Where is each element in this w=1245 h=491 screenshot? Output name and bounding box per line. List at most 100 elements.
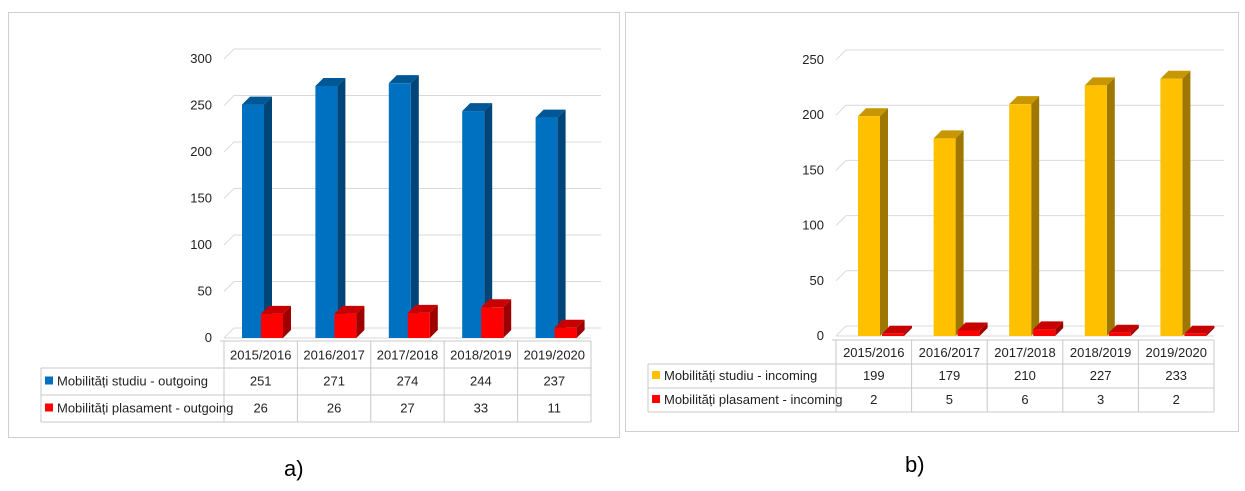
a-bar-top — [407, 304, 438, 313]
b-bar-top — [882, 325, 912, 334]
b-bar-front — [1009, 104, 1032, 336]
b-bar-top — [858, 108, 888, 117]
b-bar-front — [1084, 85, 1107, 336]
a-bar-studiu — [315, 77, 346, 338]
b-gridline-diag — [835, 270, 847, 282]
b-data-label: 5 — [946, 392, 953, 407]
chart-a: 0 50 100 150 200 250 300 2015/2016 2016/2017 2017… — [40, 48, 601, 423]
b-legend-key — [652, 395, 660, 403]
b-bar-top — [1009, 96, 1040, 105]
a-bar-top — [535, 109, 566, 118]
b-bar-top — [957, 322, 988, 331]
a-bar-top — [315, 77, 346, 86]
a-bar-top — [242, 96, 272, 105]
a-bar-plasament — [481, 299, 512, 338]
b-bar-side — [1206, 325, 1215, 336]
a-legend-label: Mobilități studiu - outgoing — [57, 374, 208, 389]
b-gridline-diag — [835, 104, 847, 116]
b-bar-front — [1160, 78, 1183, 336]
a-data-label: 26 — [253, 401, 267, 416]
b-y-tick-label: 200 — [802, 107, 824, 122]
b-x-tick-label: 2016/2017 — [919, 345, 980, 360]
b-y-tick-label: 100 — [802, 218, 824, 233]
b-data-label: 6 — [1021, 392, 1028, 407]
a-bar-front — [535, 117, 558, 338]
a-bar-side — [264, 96, 272, 338]
a-x-tick-label: 2017/2018 — [377, 348, 438, 363]
b-legend-label: Mobilități plasament - incoming — [664, 392, 842, 407]
chart-panel-b: 0 50 100 150 200 250 2015/2016 2016/2017 2017/20… — [625, 12, 1239, 432]
a-bar-side — [484, 103, 493, 338]
a-bar-side — [283, 305, 291, 338]
b-gridline-diag — [835, 160, 847, 171]
b-legend-key — [652, 371, 660, 379]
a-data-label: 26 — [327, 401, 341, 416]
a-bar-side — [429, 304, 438, 338]
a-bar-studiu — [462, 103, 493, 338]
b-data-label: 227 — [1090, 368, 1112, 383]
a-data-label: 274 — [397, 374, 419, 389]
b-bar-front — [1033, 329, 1056, 336]
a-bar-side — [337, 77, 346, 338]
a-x-tick-label: 2015/2016 — [230, 348, 291, 363]
a-legend-key — [45, 376, 53, 385]
b-bar-studiu — [1009, 96, 1040, 336]
a-gridline-diag — [223, 141, 235, 153]
a-bar-side — [557, 109, 566, 338]
chart-panel-a: 0 50 100 150 200 250 300 2015/2016 2016/2017 2017… — [8, 12, 620, 438]
b-bar-studiu — [933, 130, 964, 336]
a-gridline-diag — [223, 95, 235, 106]
a-bar-plasament — [554, 319, 585, 338]
a-y-tick-label: 150 — [190, 191, 212, 206]
b-y-tick-label: 250 — [802, 52, 824, 67]
a-y-tick-label: 0 — [205, 330, 212, 345]
b-bar-top — [1184, 325, 1215, 334]
a-y-tick-label: 200 — [190, 144, 212, 159]
chart-b: 0 50 100 150 200 250 2015/2016 2016/2017 2017/20… — [647, 49, 1224, 413]
caption-b: b) — [905, 452, 925, 477]
a-bar-front — [242, 104, 264, 338]
a-data-label: 271 — [323, 374, 345, 389]
b-bar-top — [1084, 77, 1115, 86]
a-bar-front — [462, 111, 485, 338]
b-x-tick-label: 2015/2016 — [843, 345, 904, 360]
b-bar-plasament — [882, 325, 912, 336]
a-data-label: 33 — [474, 401, 488, 416]
a-bar-side — [356, 305, 365, 338]
b-bar-studiu — [1084, 77, 1115, 336]
a-legend-label: Mobilități plasament - outgoing — [57, 401, 233, 416]
b-bar-side — [1130, 324, 1139, 336]
a-bar-studiu — [242, 96, 272, 338]
a-bar-front — [407, 312, 430, 338]
b-y-tick-label: 50 — [810, 273, 824, 288]
b-y-tick-label: 150 — [802, 162, 824, 177]
b-bar-side — [1055, 321, 1064, 336]
a-data-label: 244 — [470, 374, 492, 389]
a-x-tick-label: 2016/2017 — [303, 348, 364, 363]
a-bar-side — [576, 319, 585, 338]
a-x-tick-label: 2019/2020 — [524, 348, 585, 363]
b-data-label: 179 — [939, 368, 961, 383]
b-x-tick-label: 2017/2018 — [994, 345, 1055, 360]
a-bar-top — [554, 319, 585, 328]
a-x-tick-label: 2018/2019 — [450, 348, 511, 363]
a-y-tick-label: 300 — [190, 51, 212, 66]
b-bar-side — [904, 325, 912, 336]
b-legend-label: Mobilități studiu - incoming — [664, 368, 817, 383]
b-bar-plasament — [1033, 321, 1064, 336]
a-bar-top — [462, 103, 493, 112]
a-legend-key — [45, 403, 53, 412]
b-data-label: 210 — [1014, 368, 1036, 383]
a-bar-front — [481, 307, 504, 338]
b-bar-front — [933, 138, 956, 336]
a-bar-plasament — [334, 305, 365, 338]
b-bar-front — [1184, 333, 1207, 336]
a-data-label: 11 — [548, 401, 562, 416]
a-bar-top — [334, 305, 365, 314]
b-bar-side — [955, 130, 964, 336]
a-bar-side — [503, 299, 512, 338]
a-gridline-diag — [223, 327, 235, 339]
a-bar-top — [481, 299, 512, 308]
b-data-label: 233 — [1165, 368, 1187, 383]
a-bar-side — [410, 75, 419, 339]
